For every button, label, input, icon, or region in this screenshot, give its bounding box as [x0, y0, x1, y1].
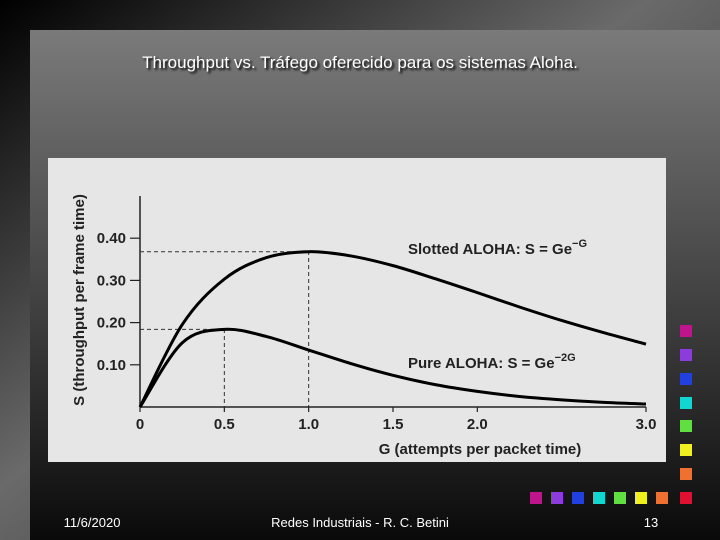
series-annotation: Pure ALOHA: S = Ge−2G	[408, 352, 576, 372]
series-superscript: −G	[572, 238, 587, 250]
y-tick-label: 0.30	[97, 272, 126, 289]
footer-center: Redes Industriais - R. C. Betini	[271, 515, 449, 530]
y-tick-label: 0.10	[97, 357, 126, 374]
series-name: Pure ALOHA: S = Ge	[408, 355, 555, 372]
x-tick-label: 0	[136, 416, 144, 433]
slide-title: Throughput vs. Tráfego oferecido para os…	[142, 53, 578, 72]
series-annotation: Slotted ALOHA: S = Ge−G	[408, 238, 587, 258]
series-line	[138, 250, 647, 408]
series-name: Slotted ALOHA: S = Ge	[408, 241, 572, 258]
y-axis-label: S (throughput per frame time)	[71, 194, 88, 406]
x-tick-label: 1.5	[383, 416, 404, 433]
x-tick-label: 3.0	[636, 416, 657, 433]
x-tick-label: 0.5	[214, 416, 235, 433]
series-line	[138, 327, 647, 408]
series-superscript: −2G	[555, 352, 576, 364]
x-tick-label: 1.0	[298, 416, 319, 433]
decor-squares	[530, 325, 692, 504]
x-tick-label: 2.0	[467, 416, 488, 433]
footer-date: 11/6/2020	[64, 515, 121, 530]
y-tick-label: 0.20	[97, 315, 126, 332]
footer-page: 13	[644, 515, 658, 530]
chart-panel	[48, 158, 666, 462]
x-axis-label: G (attempts per packet time)	[379, 441, 582, 458]
y-tick-label: 0.40	[97, 230, 126, 247]
